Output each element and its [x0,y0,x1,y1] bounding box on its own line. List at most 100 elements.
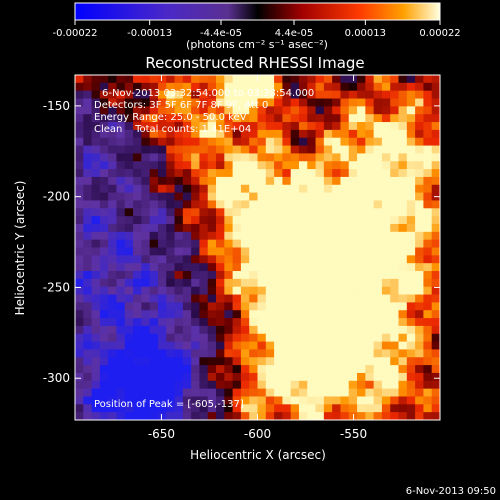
heatmap-cell [166,82,175,92]
heatmap-cell [357,263,366,272]
heatmap-cell [332,122,341,131]
heatmap-cell [431,184,441,194]
heatmap-cell [357,372,366,382]
heatmap-cell [348,404,358,413]
heatmap-cell [91,302,101,311]
heatmap-cell [390,412,399,421]
heatmap-cell [257,137,267,146]
heatmap-cell [207,184,217,194]
heatmap-cell [224,286,234,295]
heatmap-cell [133,106,142,115]
heatmap-cell [290,404,300,413]
heatmap-cell [91,184,101,194]
heatmap-cell [149,333,159,342]
heatmap-cell [124,184,134,194]
heatmap-cell [108,247,117,256]
heatmap-cell [141,90,151,99]
heatmap-cell [232,122,242,131]
heatmap-cell [99,231,109,241]
heatmap-cell [290,239,300,248]
heatmap-cell [265,357,275,366]
heatmap-cell [133,192,142,201]
heatmap-cell [381,192,391,201]
heatmap-cell [340,302,350,311]
heatmap-cell [357,75,366,84]
heatmap-cell [290,349,300,358]
heatmap-cell [265,106,275,115]
heatmap-cell [290,247,300,256]
heatmap-cell [357,333,366,342]
heatmap-cell [307,137,316,146]
heatmap-cell [91,82,101,92]
heatmap-cell [423,82,433,92]
heatmap-cell [174,271,184,280]
heatmap-cell [75,153,84,162]
heatmap-cell [133,388,142,397]
heatmap-cell [340,294,350,303]
heatmap-cell [232,365,242,374]
heatmap-cell [274,192,283,201]
heatmap-cell [431,82,441,92]
heatmap-cell [240,161,250,170]
heatmap-cell [224,145,234,154]
heatmap-cell [307,396,316,405]
heatmap-cell [174,388,184,397]
heatmap-cell [249,153,258,162]
heatmap-cell [116,333,126,342]
plot-annotations: 6-Nov-2013 03:32:54.000 to 03:38:54.000 … [94,88,314,410]
heatmap-cell [149,271,159,280]
heatmap-cell [340,98,350,107]
heatmap-cell [298,223,308,233]
heatmap-cell [274,349,283,358]
heatmap-cell [415,223,424,233]
heatmap-cell [108,145,117,154]
heatmap-cell [423,380,433,390]
heatmap-cell [274,184,283,194]
heatmap-cell [99,357,109,366]
heatmap-cell [141,325,151,335]
heatmap-cell [274,412,283,421]
heatmap-cell [99,294,109,303]
heatmap-cell [348,106,358,115]
heatmap-cell [323,302,333,311]
heatmap-cell [75,137,84,146]
heatmap-cell [315,216,325,225]
heatmap-cell [83,341,92,350]
heatmap-cell [373,98,383,107]
heatmap-cell [249,176,258,186]
heatmap-cell [381,271,391,280]
heatmap-cell [290,114,300,123]
heatmap-cell [398,169,408,178]
heatmap-cell [83,106,92,115]
heatmap-cell [431,286,441,295]
heatmap-cell [133,98,142,107]
heatmap-cell [257,106,267,115]
heatmap-cell [265,161,275,170]
heatmap-cell [406,333,416,342]
heatmap-cell [157,341,167,350]
heatmap-cell [265,90,275,99]
heatmap-cell [141,192,151,201]
heatmap-cell [357,318,366,327]
heatmap-cell [323,192,333,201]
heatmap-cell [365,169,375,178]
heatmap-cell [257,223,267,233]
heatmap-cell [373,365,383,374]
heatmap-cell [348,263,358,272]
heatmap-cell [315,294,325,303]
heatmap-cell [398,98,408,107]
heatmap-cell [240,247,250,256]
heatmap-cell [274,129,283,139]
heatmap-cell [323,75,333,84]
heatmap-cell [174,349,184,358]
heatmap-cell [83,90,92,99]
heatmap-cell [141,412,151,421]
heatmap-cell [398,153,408,162]
heatmap-cell [141,263,151,272]
heatmap-cell [166,294,175,303]
heatmap-cell [373,216,383,225]
heatmap-cell [191,122,200,131]
heatmap-cell [224,388,234,397]
heatmap-cell [406,161,416,170]
heatmap-cell [232,302,242,311]
